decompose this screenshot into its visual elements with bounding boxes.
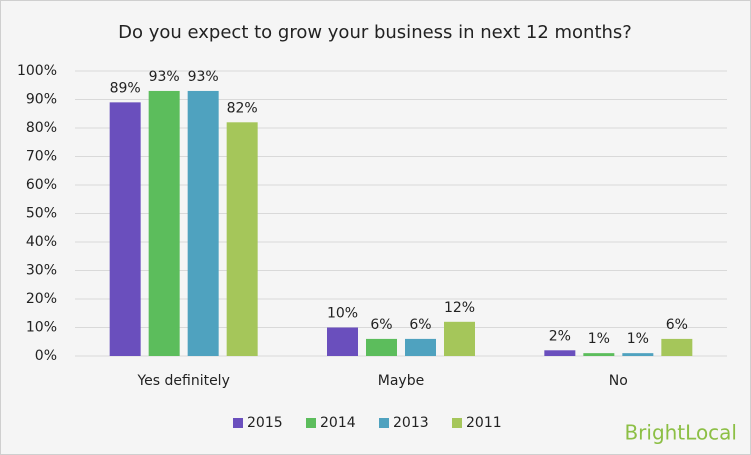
y-tick-label: 0% <box>35 348 57 364</box>
bar <box>109 102 141 356</box>
legend-label: 2015 <box>247 415 283 431</box>
bar <box>583 353 615 356</box>
value-label: 82% <box>227 100 258 116</box>
value-label: 1% <box>588 331 610 347</box>
bar <box>661 338 693 356</box>
y-tick-label: 20% <box>26 291 57 307</box>
bar <box>226 122 258 356</box>
x-tick-label: Yes definitely <box>136 373 229 389</box>
chart-title: Do you expect to grow your business in n… <box>118 22 632 43</box>
legend-swatch <box>452 418 462 428</box>
value-label: 89% <box>110 80 141 96</box>
x-tick-label: Maybe <box>378 373 424 389</box>
value-label: 2% <box>549 328 571 344</box>
value-label: 93% <box>149 69 180 85</box>
value-label: 12% <box>444 300 475 316</box>
bar <box>366 338 397 356</box>
y-tick-label: 100% <box>17 63 57 79</box>
y-tick-label: 70% <box>26 149 57 165</box>
y-tick-label: 40% <box>26 234 57 250</box>
legend-swatch <box>233 418 243 428</box>
bar <box>327 327 358 356</box>
x-tick-label: No <box>609 373 628 389</box>
y-tick-label: 80% <box>26 120 57 136</box>
value-label: 6% <box>666 317 688 333</box>
bar <box>444 321 475 356</box>
value-label: 1% <box>627 331 649 347</box>
y-tick-label: 30% <box>26 263 57 279</box>
legend-label: 2014 <box>320 415 356 431</box>
value-label: 6% <box>409 317 431 333</box>
legend-swatch <box>379 418 389 428</box>
legend-swatch <box>306 418 316 428</box>
bar <box>148 90 180 356</box>
value-label: 93% <box>188 69 219 85</box>
legend-label: 2011 <box>466 415 502 431</box>
y-tick-label: 60% <box>26 177 57 193</box>
value-label: 6% <box>370 317 392 333</box>
bar <box>405 338 436 356</box>
legend-label: 2013 <box>393 415 429 431</box>
brand-logo: BrightLocal <box>624 421 737 445</box>
y-tick-label: 10% <box>26 320 57 336</box>
bar <box>187 90 219 356</box>
y-tick-label: 90% <box>26 92 57 108</box>
y-tick-label: 50% <box>26 206 57 222</box>
bar <box>544 350 576 356</box>
value-label: 10% <box>327 306 358 322</box>
bar <box>622 353 654 356</box>
